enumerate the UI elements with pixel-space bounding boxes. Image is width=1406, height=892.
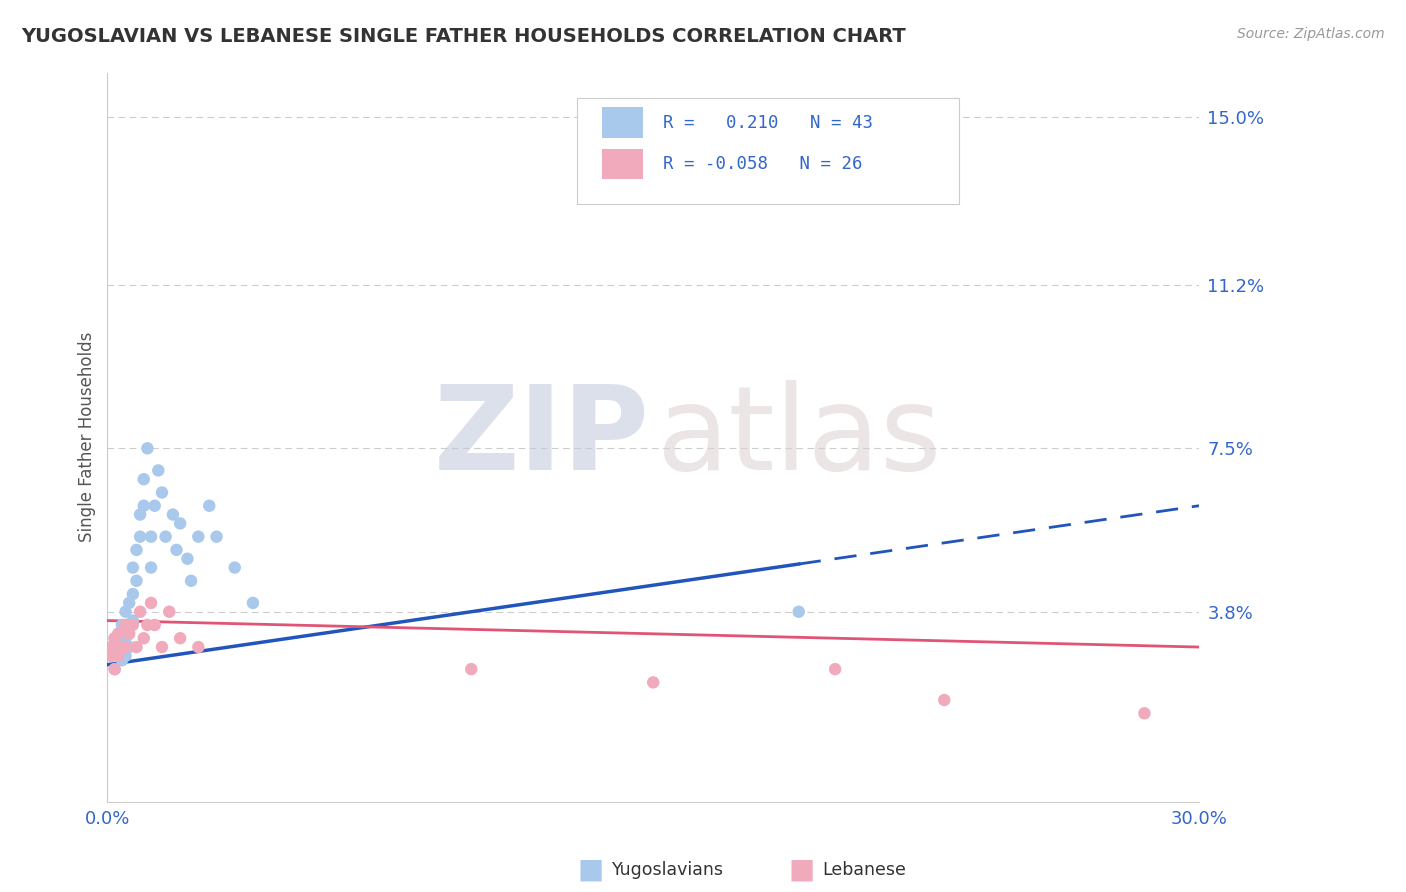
Point	[129, 508, 152, 522]
Point	[187, 530, 209, 544]
Point	[187, 640, 209, 654]
Text: R = -0.058   N = 26: R = -0.058 N = 26	[664, 155, 862, 173]
Point	[242, 596, 264, 610]
Point	[118, 627, 141, 641]
Text: Source: ZipAtlas.com: Source: ZipAtlas.com	[1237, 27, 1385, 41]
Point	[107, 640, 129, 654]
Point	[125, 542, 148, 557]
Point	[111, 640, 134, 654]
Point	[169, 516, 191, 531]
Point	[100, 648, 122, 663]
Point	[104, 662, 127, 676]
Text: R =   0.210   N = 43: R = 0.210 N = 43	[664, 113, 873, 131]
Point	[100, 640, 122, 654]
Point	[132, 499, 155, 513]
Point	[460, 662, 482, 676]
Point	[121, 587, 143, 601]
Point	[205, 530, 228, 544]
Point	[150, 485, 173, 500]
Point	[118, 618, 141, 632]
Point	[157, 605, 180, 619]
Point	[132, 631, 155, 645]
Point	[107, 648, 129, 663]
Text: ZIP: ZIP	[434, 380, 650, 495]
Point	[104, 662, 127, 676]
Point	[104, 631, 127, 645]
Point	[143, 618, 166, 632]
Y-axis label: Single Father Households: Single Father Households	[79, 332, 96, 542]
Point	[132, 472, 155, 486]
Point	[1133, 706, 1156, 721]
Point	[824, 662, 846, 676]
Point	[224, 560, 246, 574]
Point	[107, 648, 129, 663]
Point	[114, 648, 136, 663]
Point	[139, 560, 162, 574]
Text: Lebanese: Lebanese	[823, 861, 907, 879]
Point	[129, 530, 152, 544]
Point	[114, 618, 136, 632]
Point	[787, 605, 810, 619]
Point	[104, 631, 127, 645]
Point	[121, 560, 143, 574]
Point	[162, 508, 184, 522]
Point	[139, 530, 162, 544]
Point	[121, 618, 143, 632]
Point	[150, 640, 173, 654]
Point	[180, 574, 202, 588]
Point	[114, 605, 136, 619]
Text: ■: ■	[578, 855, 603, 884]
Point	[148, 463, 170, 477]
Point	[136, 618, 159, 632]
Point	[114, 631, 136, 645]
Point	[111, 640, 134, 654]
FancyBboxPatch shape	[576, 98, 959, 204]
Text: YUGOSLAVIAN VS LEBANESE SINGLE FATHER HOUSEHOLDS CORRELATION CHART: YUGOSLAVIAN VS LEBANESE SINGLE FATHER HO…	[21, 27, 905, 45]
FancyBboxPatch shape	[602, 107, 644, 138]
Point	[125, 640, 148, 654]
Point	[934, 693, 956, 707]
Point	[166, 542, 188, 557]
Point	[114, 640, 136, 654]
Point	[155, 530, 177, 544]
Point	[118, 640, 141, 654]
Text: ■: ■	[789, 855, 814, 884]
Text: atlas: atlas	[657, 380, 942, 495]
Point	[143, 499, 166, 513]
Point	[136, 442, 159, 456]
Point	[139, 596, 162, 610]
FancyBboxPatch shape	[602, 149, 644, 179]
Point	[125, 574, 148, 588]
Point	[111, 653, 134, 667]
Point	[198, 499, 221, 513]
Point	[121, 614, 143, 628]
Point	[111, 618, 134, 632]
Point	[100, 640, 122, 654]
Point	[129, 605, 152, 619]
Point	[176, 551, 198, 566]
Text: Yugoslavians: Yugoslavians	[612, 861, 724, 879]
Point	[107, 627, 129, 641]
Point	[107, 627, 129, 641]
Point	[643, 675, 665, 690]
Point	[169, 631, 191, 645]
Point	[100, 648, 122, 663]
Point	[118, 596, 141, 610]
